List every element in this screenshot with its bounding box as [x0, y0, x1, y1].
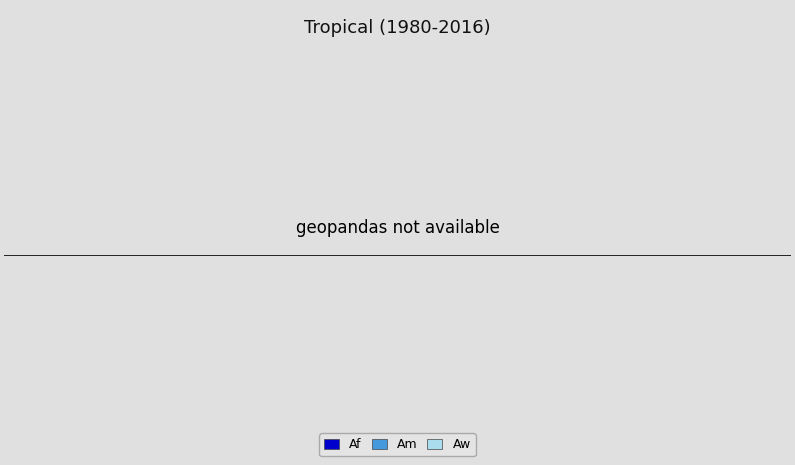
- Text: geopandas not available: geopandas not available: [296, 219, 499, 237]
- Text: Tropical (1980-2016): Tropical (1980-2016): [304, 19, 491, 37]
- Legend: Af, Am, Aw: Af, Am, Aw: [320, 433, 475, 457]
